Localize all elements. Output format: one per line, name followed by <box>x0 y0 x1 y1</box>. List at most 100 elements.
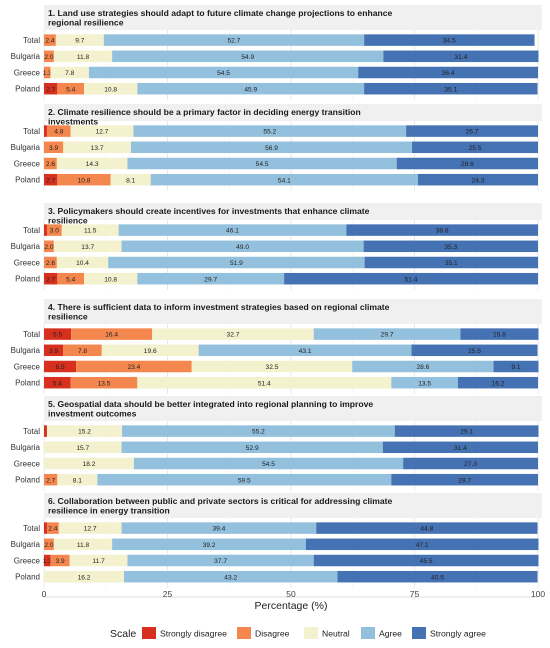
category-label: Total <box>23 127 40 136</box>
bar-segment <box>50 554 70 567</box>
data-label: 2.7 <box>46 276 55 283</box>
data-label: 54.5 <box>217 70 230 77</box>
data-label: 6.5 <box>55 364 64 371</box>
panel-title-strip <box>44 299 542 324</box>
data-label: 2.0 <box>44 542 53 549</box>
bar-segment <box>124 570 338 583</box>
bar-segment <box>57 173 111 186</box>
bar-segment <box>457 376 538 389</box>
category-label: Bulgaria <box>11 143 41 152</box>
data-label: 35.1 <box>444 86 457 93</box>
bar-segment <box>112 50 384 63</box>
data-label: 47.1 <box>416 542 429 549</box>
data-label: 11.7 <box>92 558 105 565</box>
bar-segment <box>44 34 56 46</box>
category-label: Total <box>23 330 40 339</box>
data-label: 8.1 <box>126 177 135 184</box>
bar-segment <box>412 141 538 154</box>
bar-segment <box>137 376 392 389</box>
data-label: 10.8 <box>104 276 117 283</box>
data-label: 37.7 <box>214 558 227 565</box>
data-label: 35.3 <box>444 244 457 251</box>
panel-title-strip <box>44 203 542 220</box>
data-label: 13.7 <box>91 145 104 152</box>
data-label: 5.5 <box>53 332 62 339</box>
category-label: Total <box>23 524 40 533</box>
bar-segment <box>84 272 138 285</box>
bar-segment <box>76 360 192 373</box>
bar-segment <box>127 554 314 567</box>
bar-segment <box>127 157 397 170</box>
bar-segment <box>121 240 364 253</box>
bar-segment <box>137 82 365 95</box>
bar-segment <box>44 141 64 154</box>
data-label: 31.4 <box>454 445 467 452</box>
bar-segment <box>57 272 85 285</box>
x-axis-title: Percentage (%) <box>255 600 328 612</box>
bar-segment <box>44 522 47 534</box>
data-label: 56.9 <box>265 145 278 152</box>
data-label: 2.6 <box>46 161 55 168</box>
bar-segment <box>61 224 119 236</box>
bar-segment <box>56 157 128 170</box>
bar-segment <box>403 457 538 470</box>
data-label: 2.0 <box>44 54 53 61</box>
data-label: 43.2 <box>224 574 237 581</box>
panel-title-strip <box>44 104 542 121</box>
data-label: 7.8 <box>65 70 74 77</box>
bar-segment <box>84 82 138 95</box>
bar-segment <box>364 34 535 46</box>
category-label: Greece <box>14 159 41 168</box>
data-label: 13.5 <box>418 380 431 387</box>
data-label: 45.5 <box>420 558 433 565</box>
data-label: 8.1 <box>73 477 82 484</box>
data-label: 54.9 <box>241 54 254 61</box>
bar-segment <box>70 125 134 137</box>
data-label: 12.7 <box>84 526 97 533</box>
data-label: 27.3 <box>464 461 477 468</box>
bar-segment <box>58 522 122 534</box>
category-label: Poland <box>15 85 40 94</box>
data-label: 44.8 <box>420 526 433 533</box>
data-label: 28.6 <box>461 161 474 168</box>
bar-segment <box>44 82 58 95</box>
category-label: Greece <box>14 362 41 371</box>
data-label: 29.7 <box>204 276 217 283</box>
bar-segment <box>53 240 122 253</box>
data-label: 24.3 <box>472 177 485 184</box>
bar-segment <box>108 256 365 269</box>
bar-segment <box>46 425 123 437</box>
data-label: 32.5 <box>266 364 279 371</box>
panel-title-strip <box>44 493 542 518</box>
legend-swatch <box>361 627 375 639</box>
bar-segment <box>44 441 122 454</box>
legend-label: Neutral <box>322 629 350 639</box>
category-label: Greece <box>14 459 41 468</box>
bar-segment <box>44 224 47 236</box>
data-label: 2.7 <box>46 86 55 93</box>
bar-segment <box>44 157 57 170</box>
bar-segment <box>44 457 134 470</box>
bar-segment <box>44 173 58 186</box>
data-label: 2.4 <box>48 526 57 533</box>
bar-segment <box>44 240 54 253</box>
x-tick-label: 25 <box>163 589 173 599</box>
data-label: 29.1 <box>460 429 473 436</box>
x-tick-label: 0 <box>42 589 47 599</box>
data-label: 13.7 <box>81 244 94 251</box>
data-label: 14.3 <box>86 161 99 168</box>
data-label: 55.2 <box>252 429 265 436</box>
bar-segment <box>364 256 538 269</box>
bar-segment <box>363 240 538 253</box>
bar-segment <box>396 157 538 170</box>
bar-segment <box>57 82 85 95</box>
data-label: 2.7 <box>46 477 55 484</box>
panel-title-strip <box>44 396 542 421</box>
data-label: 3.9 <box>49 348 58 355</box>
legend-label: Agree <box>379 629 402 639</box>
data-label: 11.5 <box>84 228 97 235</box>
bar-segment <box>121 441 383 454</box>
data-label: 46.1 <box>226 228 239 235</box>
data-label: 28.6 <box>416 364 429 371</box>
x-tick-label: 100 <box>531 589 545 599</box>
